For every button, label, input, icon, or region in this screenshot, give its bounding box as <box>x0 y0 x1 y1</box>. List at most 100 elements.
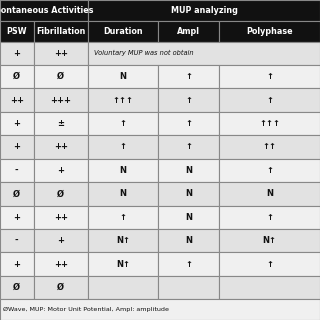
Text: Polyphase: Polyphase <box>246 27 293 36</box>
Text: Ø: Ø <box>57 72 64 81</box>
Text: +: + <box>13 49 20 58</box>
Bar <box>219 205 320 229</box>
Text: ++: ++ <box>54 213 68 222</box>
Bar <box>158 112 219 135</box>
Text: +: + <box>57 236 64 245</box>
Bar <box>0 205 34 229</box>
Bar <box>219 112 320 135</box>
Text: N: N <box>120 189 127 198</box>
Text: pontaneous Activities: pontaneous Activities <box>0 6 93 15</box>
Bar <box>0 42 34 65</box>
Text: N↑: N↑ <box>116 236 130 245</box>
Bar <box>219 276 320 299</box>
Text: ↑↑↑: ↑↑↑ <box>259 119 280 128</box>
Text: +: + <box>13 260 20 268</box>
Text: +: + <box>13 213 20 222</box>
Bar <box>0 65 34 88</box>
Bar <box>34 276 88 299</box>
Text: ++: ++ <box>10 96 24 105</box>
Text: +: + <box>57 166 64 175</box>
Text: ↑: ↑ <box>266 260 273 268</box>
Bar <box>0 112 34 135</box>
Bar <box>158 159 219 182</box>
Text: MUP analyzing: MUP analyzing <box>171 6 237 15</box>
Bar <box>219 135 320 159</box>
Bar <box>158 229 219 252</box>
Text: ↑: ↑ <box>266 96 273 105</box>
Bar <box>0 299 320 320</box>
Bar <box>158 65 219 88</box>
Bar <box>0 0 88 21</box>
Bar <box>0 88 34 112</box>
Text: Ø: Ø <box>57 189 64 198</box>
Bar <box>219 159 320 182</box>
Text: ↑: ↑ <box>120 119 127 128</box>
Text: Ø: Ø <box>13 189 20 198</box>
Bar <box>34 42 88 65</box>
Bar <box>34 88 88 112</box>
Bar <box>219 65 320 88</box>
Bar <box>0 21 34 42</box>
Bar <box>34 229 88 252</box>
Text: N: N <box>185 189 192 198</box>
Text: ↑: ↑ <box>266 166 273 175</box>
Text: Fibrillation: Fibrillation <box>36 27 85 36</box>
Text: ++: ++ <box>54 49 68 58</box>
Text: N: N <box>120 166 127 175</box>
Bar <box>34 205 88 229</box>
Bar <box>88 276 158 299</box>
Bar <box>0 135 34 159</box>
Bar <box>34 159 88 182</box>
Bar <box>34 252 88 276</box>
Bar <box>0 252 34 276</box>
Bar <box>0 276 34 299</box>
Text: N↑: N↑ <box>263 236 276 245</box>
Bar <box>158 276 219 299</box>
Bar <box>88 229 158 252</box>
Text: N: N <box>120 72 127 81</box>
Bar <box>88 205 158 229</box>
Text: Ø: Ø <box>13 283 20 292</box>
Text: ↑: ↑ <box>266 72 273 81</box>
Text: N: N <box>185 213 192 222</box>
Bar <box>219 88 320 112</box>
Bar <box>219 252 320 276</box>
Bar <box>219 229 320 252</box>
Bar <box>0 159 34 182</box>
Bar <box>88 135 158 159</box>
Bar <box>88 21 158 42</box>
Text: ↑↑↑: ↑↑↑ <box>113 96 134 105</box>
Text: ++: ++ <box>54 142 68 151</box>
Bar <box>34 65 88 88</box>
Bar <box>34 112 88 135</box>
Text: Ø: Ø <box>13 72 20 81</box>
Text: +: + <box>13 142 20 151</box>
Text: ↑: ↑ <box>185 119 192 128</box>
Bar <box>88 88 158 112</box>
Text: ↑: ↑ <box>185 142 192 151</box>
Bar <box>158 252 219 276</box>
Text: ↑: ↑ <box>185 96 192 105</box>
Text: Ø: Ø <box>57 283 64 292</box>
Bar <box>158 135 219 159</box>
Text: +++: +++ <box>50 96 71 105</box>
Text: -: - <box>15 166 19 175</box>
Bar <box>219 182 320 205</box>
Bar <box>0 229 34 252</box>
Text: N↑: N↑ <box>116 260 130 268</box>
Bar <box>88 42 320 65</box>
Bar <box>0 182 34 205</box>
Bar <box>158 205 219 229</box>
Bar <box>219 21 320 42</box>
Bar <box>88 182 158 205</box>
Text: -: - <box>15 236 19 245</box>
Text: +: + <box>13 119 20 128</box>
Text: Ampl: Ampl <box>177 27 200 36</box>
Text: N: N <box>185 236 192 245</box>
Text: N: N <box>266 189 273 198</box>
Text: ↑: ↑ <box>185 72 192 81</box>
Bar <box>34 182 88 205</box>
Bar <box>88 159 158 182</box>
Text: N: N <box>185 166 192 175</box>
Text: ØWave, MUP: Motor Unit Potential, Ampl: amplitude: ØWave, MUP: Motor Unit Potential, Ampl: … <box>3 307 169 312</box>
